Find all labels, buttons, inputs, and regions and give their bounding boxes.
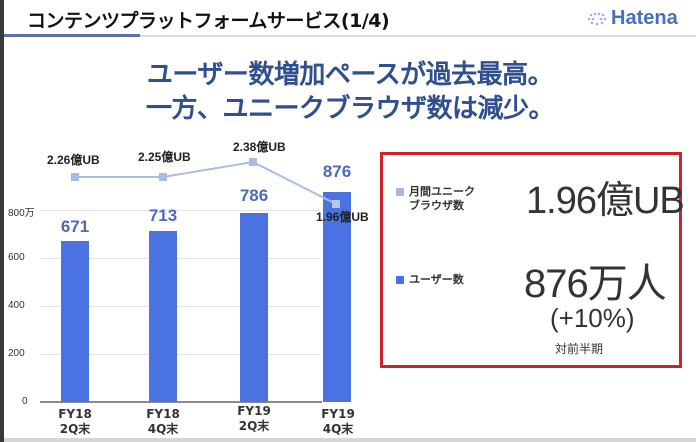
- hatena-dots-icon: [587, 12, 607, 25]
- kpi-users-value: 876万人: [524, 262, 667, 306]
- line-label-fy19-4q: 1.96億UB: [316, 210, 369, 224]
- bar-fy18-4q: [149, 231, 177, 402]
- x-label-line2: 4Q末: [322, 422, 354, 436]
- legend-swatch-ub: [396, 188, 404, 196]
- bar-fy19-2q: [240, 213, 268, 402]
- legend-label-ub-line2: ブラウザ数: [409, 199, 464, 212]
- x-label-line2: 2Q末: [59, 422, 91, 436]
- hatena-logo: Hatena: [586, 7, 678, 30]
- line-label-fy19-2q: 2.38億UB: [233, 140, 286, 154]
- kpi-growth: (+10%): [550, 303, 635, 333]
- gridline-800: [40, 210, 320, 211]
- ub-line-series: [71, 158, 340, 208]
- bar-label-fy19-2q: 786: [239, 186, 269, 205]
- kpi-highlight-box: 月間ユニーク ブラウザ数 1.96億UB ユーザー数 876万人 (+10%) …: [380, 152, 685, 368]
- x-label-line1: FY18: [58, 407, 92, 421]
- kpi-growth-note: 対前半期: [555, 342, 604, 356]
- legend-ub: 月間ユニーク ブラウザ数: [396, 185, 475, 213]
- x-label-fy18-4q: FY18 4Q末: [133, 407, 193, 437]
- headline-line-2: 一方、ユニークブラウザ数は減少。: [145, 94, 555, 124]
- x-label-line2: 2Q末: [238, 419, 270, 433]
- combo-chart: 800万 600 400 200 0 671 713 786 876 2.26億…: [8, 140, 369, 437]
- bar-label-fy18-4q: 713: [148, 206, 178, 225]
- x-label-line2: 4Q末: [147, 422, 179, 436]
- line-label-fy18-2q: 2.26億UB: [47, 153, 100, 167]
- legend-users: ユーザー数: [396, 273, 464, 287]
- x-label-fy18-2q: FY18 2Q末: [45, 407, 105, 437]
- y-tick-0: 0: [22, 396, 28, 407]
- x-label-fy19-4q: FY19 4Q末: [308, 407, 368, 437]
- legend-swatch-users: [396, 276, 404, 284]
- line-label-fy18-4q: 2.25億UB: [138, 150, 191, 164]
- bar-label-fy19-4q: 876: [322, 162, 352, 181]
- gridline-200: [40, 354, 320, 355]
- x-label-line1: FY19: [237, 404, 271, 418]
- legend-label-ub-line1: 月間ユニーク: [409, 185, 475, 198]
- y-tick-400: 400: [8, 300, 25, 311]
- logo-text: Hatena: [611, 7, 678, 29]
- gridline-400: [40, 306, 320, 307]
- y-tick-200: 200: [8, 348, 25, 359]
- x-label-line1: FY18: [146, 407, 180, 421]
- x-label-line1: FY19: [321, 407, 355, 421]
- y-tick-600: 600: [8, 252, 25, 263]
- x-axis: [40, 401, 322, 403]
- headline-line-1: ユーザー数増加ペースが過去最高。: [146, 60, 554, 90]
- bar-label-fy18-2q: 671: [60, 217, 90, 236]
- header-divider: [4, 35, 696, 37]
- gridline-600: [40, 258, 320, 259]
- x-label-fy19-2q: FY19 2Q末: [224, 404, 284, 434]
- legend-label-users: ユーザー数: [409, 273, 464, 286]
- bar-fy18-2q: [61, 241, 89, 402]
- kpi-ub-value: 1.96億UB: [526, 180, 685, 222]
- y-tick-800: 800万: [8, 208, 35, 219]
- slide-title: コンテンツプラットフォームサービス(1/4): [27, 10, 390, 32]
- legend-label-ub: 月間ユニーク ブラウザ数: [409, 185, 475, 213]
- bar-fy19-4q: [323, 192, 351, 402]
- header-accent-line: [4, 34, 140, 37]
- slide-bottom-edge: [4, 438, 696, 442]
